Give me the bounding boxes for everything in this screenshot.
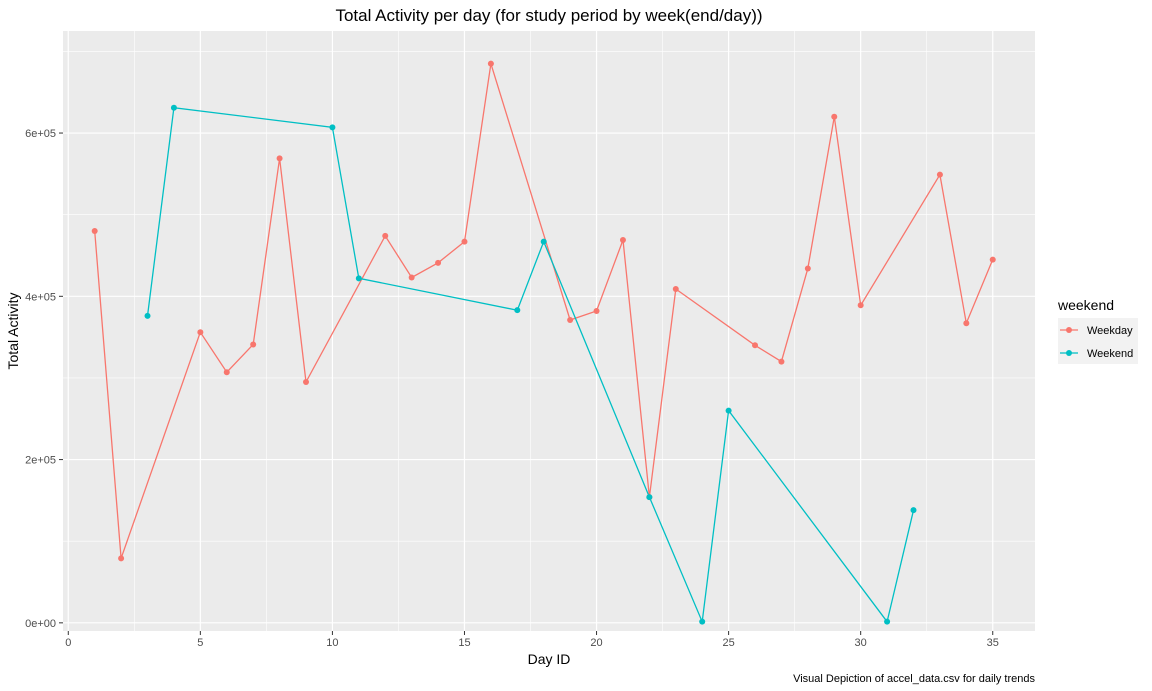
legend-title: weekend (1057, 297, 1114, 313)
legend-label-weekend: Weekend (1087, 348, 1133, 360)
y-tick-label: 0e+00 (25, 618, 56, 630)
data-point-weekday (672, 285, 679, 292)
data-point-weekday (276, 155, 283, 162)
data-point-weekday (382, 232, 389, 239)
data-point-weekend (699, 618, 706, 625)
data-point-weekend (725, 407, 732, 414)
x-tick-label: 5 (197, 637, 203, 649)
data-point-weekend (646, 494, 653, 501)
data-point-weekday (487, 60, 494, 67)
data-point-weekday (778, 358, 785, 365)
data-point-weekday (118, 555, 125, 562)
data-point-weekday (857, 302, 864, 309)
y-tick-label: 6e+05 (25, 128, 56, 140)
data-point-weekend (540, 238, 547, 245)
data-point-weekday (461, 238, 468, 245)
x-tick-label: 25 (722, 637, 734, 649)
data-point-weekday (963, 320, 970, 327)
chart-caption: Visual Depiction of accel_data.csv for d… (793, 673, 1035, 685)
y-axis-title: Total Activity (5, 292, 21, 369)
data-point-weekend (355, 275, 362, 282)
chart-title: Total Activity per day (for study period… (335, 6, 762, 25)
data-point-weekday (804, 265, 811, 272)
x-tick-label: 30 (855, 637, 867, 649)
minor-gridlines (63, 31, 1035, 631)
major-gridlines (63, 31, 1035, 631)
data-point-weekend (514, 307, 521, 314)
x-axis-ticks: 0 5 10 15 20 25 30 35 (65, 631, 999, 649)
legend: weekend Weekday Weekend (1057, 297, 1138, 364)
x-tick-label: 15 (458, 637, 470, 649)
x-tick-label: 20 (590, 637, 602, 649)
y-tick-label: 4e+05 (25, 291, 56, 303)
data-point-weekday (989, 256, 996, 263)
legend-label-weekday: Weekday (1087, 325, 1133, 337)
x-tick-label: 35 (987, 637, 999, 649)
data-point-weekday (197, 329, 204, 336)
legend-key-point (1066, 327, 1072, 333)
data-point-weekend (910, 507, 917, 514)
x-axis-title: Day ID (528, 651, 571, 667)
y-tick-label: 2e+05 (25, 455, 56, 467)
y-axis-ticks: 0e+00 2e+05 4e+05 6e+05 (25, 128, 63, 630)
data-point-weekend (329, 124, 336, 131)
data-point-weekday (752, 342, 759, 349)
x-tick-label: 0 (65, 637, 71, 649)
data-point-weekday (593, 308, 600, 314)
data-point-weekday (223, 369, 230, 376)
x-tick-label: 10 (326, 637, 338, 649)
data-point-weekday (408, 274, 415, 281)
data-point-weekday (619, 236, 626, 243)
data-point-weekday (936, 171, 943, 178)
data-point-weekday (567, 316, 574, 323)
data-point-weekday (303, 379, 309, 386)
data-point-weekday (91, 228, 98, 234)
plot-panel (63, 31, 1035, 631)
data-point-weekend (884, 618, 891, 625)
data-point-weekend (144, 312, 151, 319)
data-point-weekday (435, 259, 442, 266)
data-point-weekend (170, 104, 177, 111)
data-point-weekday (831, 113, 838, 120)
series-points (91, 60, 996, 625)
data-point-weekday (250, 341, 257, 348)
legend-key-point (1066, 350, 1072, 356)
